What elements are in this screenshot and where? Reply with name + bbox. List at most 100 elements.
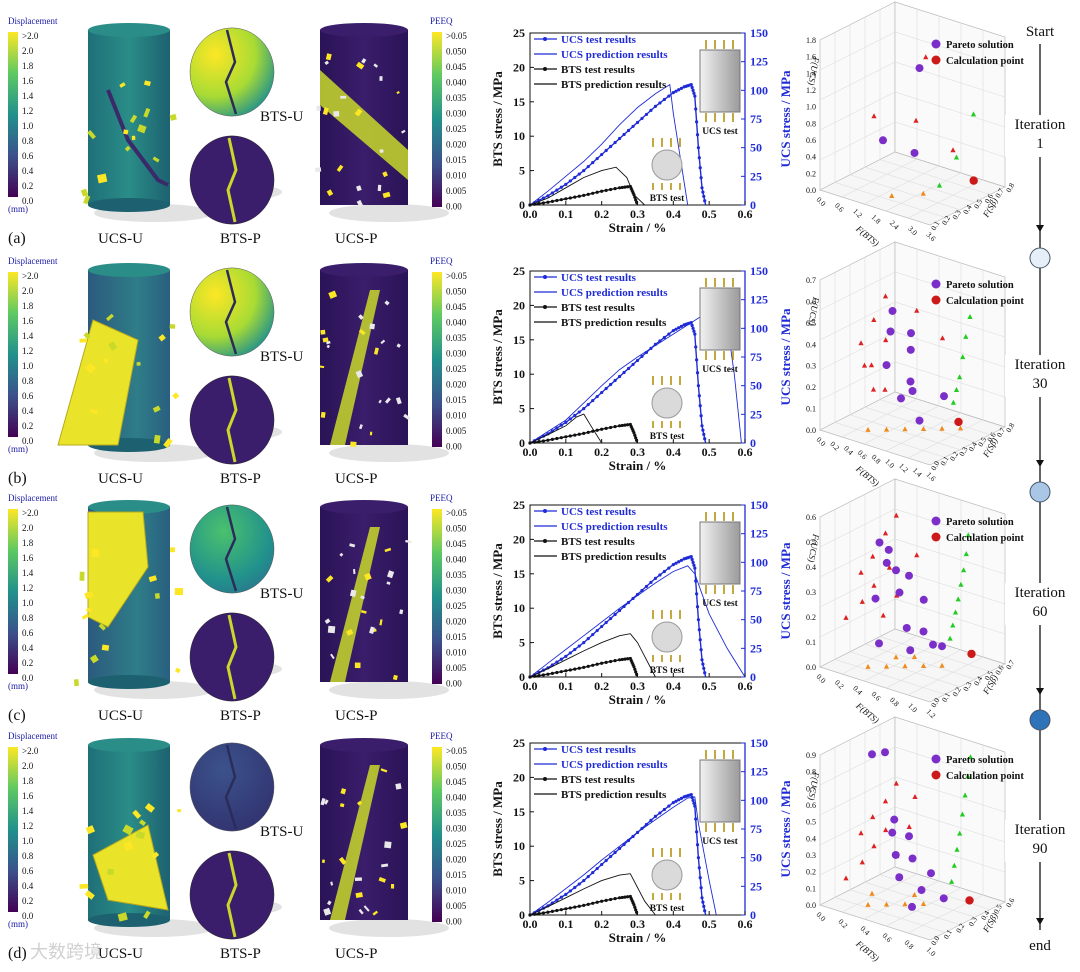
colorbar-peeq-tick: 0.020 <box>446 140 467 150</box>
z-tick-label: 0.4 <box>806 340 816 349</box>
iteration-node <box>1030 710 1050 730</box>
pareto-point <box>888 829 896 837</box>
x-tick-label: 0.0 <box>815 672 828 685</box>
pareto-point <box>907 329 915 337</box>
z-tick-label: 0.2 <box>806 613 816 622</box>
y2-tick-label: 75 <box>750 112 762 126</box>
calculation-point <box>954 418 962 426</box>
data-point <box>703 437 706 440</box>
inset-bts-label: BTS test <box>650 432 685 442</box>
data-point <box>667 804 670 807</box>
data-point <box>696 843 699 846</box>
x-tick-label: 1.0 <box>906 701 919 714</box>
data-point <box>699 404 702 407</box>
data-point <box>645 113 648 116</box>
data-point <box>555 437 558 440</box>
data-point <box>591 633 594 636</box>
inset-bts-specimen <box>652 150 682 180</box>
data-point <box>569 179 572 182</box>
x-axis-label: F(BTS) <box>853 700 880 725</box>
inset-bts-label: BTS test <box>650 666 685 676</box>
data-point <box>699 166 702 169</box>
data-point <box>546 673 549 676</box>
y-tick-label: 25 <box>513 736 525 750</box>
data-point <box>692 92 695 95</box>
legend: UCS test results UCS prediction results BT… <box>534 744 668 801</box>
z-tick-label: 0.1 <box>806 405 816 414</box>
data-point <box>600 863 603 866</box>
data-point <box>658 573 661 576</box>
cylinder-bottom <box>88 675 170 689</box>
simulation-panel: Displacement>2.02.01.81.61.41.21.00.80.6… <box>8 493 467 724</box>
pareto-point <box>885 546 893 554</box>
legend-label: BTS test results <box>561 302 635 314</box>
y2-axis-label: UCS stress / MPa <box>778 70 793 167</box>
data-point <box>700 896 703 899</box>
data-point <box>698 866 701 869</box>
colorbar-disp-tick: 1.2 <box>22 106 33 116</box>
x-tick-label: 0.8 <box>870 453 883 466</box>
colorbar-disp <box>8 509 18 674</box>
z-tick-label: 0.4 <box>806 563 816 572</box>
data-point <box>663 570 666 573</box>
colorbar-peeq-tick: 0.050 <box>446 524 467 534</box>
x-tick-label: 0.3 <box>630 445 645 459</box>
data-point <box>587 637 590 640</box>
data-point <box>596 629 599 632</box>
legend-pareto-marker <box>932 40 941 49</box>
y-tick-label: 5 <box>519 874 525 888</box>
data-point <box>623 424 626 427</box>
data-point <box>614 851 617 854</box>
y-tick-label: 25 <box>513 264 525 278</box>
data-point <box>560 186 563 189</box>
colorbar-peeq-title: PEEQ <box>430 16 453 26</box>
data-point <box>573 414 576 417</box>
data-point <box>609 426 612 429</box>
inset-ucs-specimen <box>700 288 740 350</box>
panel-letter: (d) <box>8 945 27 962</box>
x-tick-label: 0.1 <box>558 445 573 459</box>
debris-piece <box>170 114 177 121</box>
panel-letter: (a) <box>8 230 26 247</box>
plastic-fragment <box>316 106 320 111</box>
colorbar-peeq-tick: 0.050 <box>446 287 467 297</box>
data-point <box>596 429 599 432</box>
colorbar-peeq-tick: 0.015 <box>446 155 467 165</box>
data-point <box>622 133 625 136</box>
colorbar-disp-tick: 1.6 <box>22 791 34 801</box>
x-tick-label: 0.5 <box>702 445 717 459</box>
colorbar-disp-tick: 0.8 <box>22 136 34 146</box>
label-bts-p: BTS-P <box>220 946 261 962</box>
label-ucs-p: UCS-P <box>335 946 378 962</box>
pareto-point <box>872 595 880 603</box>
y-axis-label: BTS stress / MPa <box>490 781 505 877</box>
pareto-point <box>929 641 937 649</box>
y2-tick-label: 125 <box>750 293 768 307</box>
data-point <box>631 363 634 366</box>
colorbar-disp-tick: 2.0 <box>22 46 34 56</box>
data-point <box>582 407 585 410</box>
y2-tick-label: 25 <box>750 169 762 183</box>
data-point <box>555 199 558 202</box>
plastic-fragment <box>370 432 372 436</box>
x-tick-label: 0.4 <box>666 679 681 693</box>
x-axis-label: F(BTS) <box>853 223 880 248</box>
data-point <box>609 617 612 620</box>
stress-strain-charts-layer: 0.0 0.1 0.2 0.3 0.4 0.5 0.60510152025025507510… <box>490 26 793 945</box>
y2-tick-label: 100 <box>750 83 768 97</box>
y-tick-label: 0.6 <box>1004 896 1017 909</box>
y2-tick-label: 50 <box>750 141 762 155</box>
colorbar-disp-title: Displacement <box>8 256 58 266</box>
data-point <box>587 665 590 668</box>
colorbar-peeq <box>432 509 442 684</box>
arrow-head <box>1036 918 1044 925</box>
label-bts-p: BTS-P <box>220 231 261 247</box>
y2-tick-label: 150 <box>750 498 768 512</box>
y2-tick-label: 75 <box>750 822 762 836</box>
data-point <box>635 439 638 442</box>
y-tick-label: 0 <box>519 670 525 684</box>
data-point <box>605 661 608 664</box>
label-bts-u: BTS-U <box>260 586 304 602</box>
inset-bts-specimen <box>652 622 682 652</box>
data-point <box>596 901 599 904</box>
